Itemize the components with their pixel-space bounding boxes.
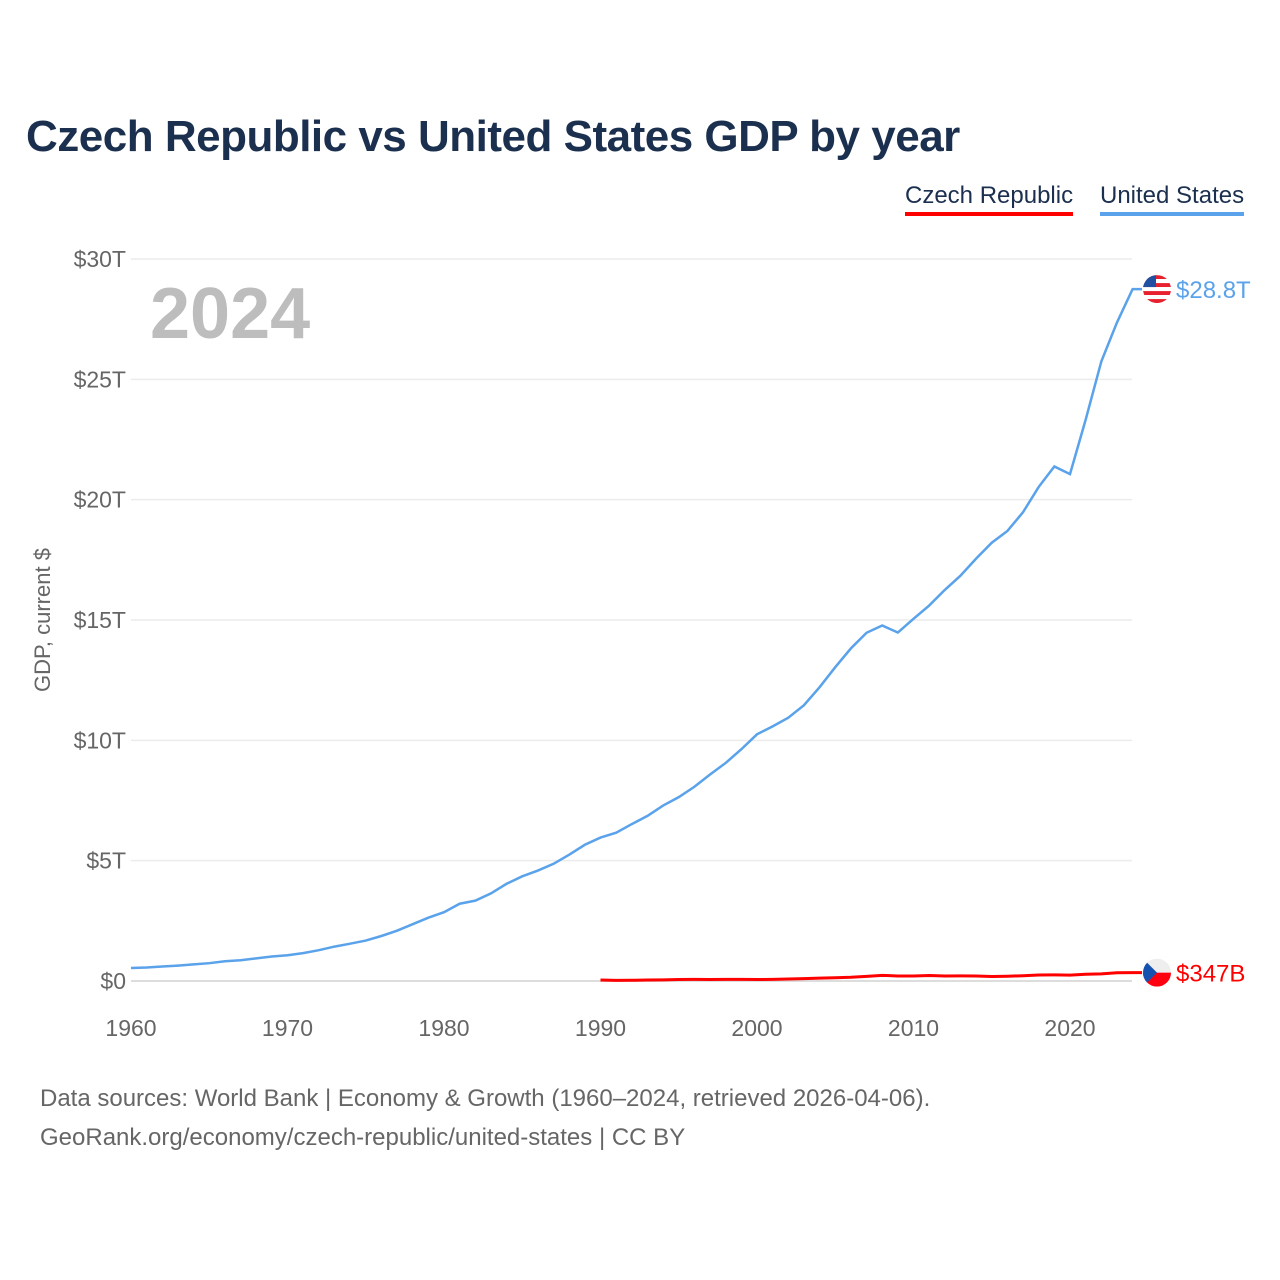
legend-united-states[interactable]: United States [1100,182,1245,216]
x-tick-label: 2020 [1044,1015,1095,1041]
x-tick-label: 1960 [105,1015,156,1041]
us-flag-icon [1143,275,1171,304]
footer-url[interactable]: GeoRank.org/economy/czech-republic/unite… [40,1124,686,1151]
year-watermark: 2024 [150,274,310,354]
series-line-united-states[interactable] [130,287,1142,970]
y-tick-label: $10T [74,727,126,753]
x-tick-label: 2000 [731,1015,782,1041]
y-axis-label: GDP, current $ [30,548,55,692]
chart-title: Czech Republic vs United States GDP by y… [26,112,960,161]
x-tick-label: 1990 [575,1015,626,1041]
y-tick-label: $25T [74,366,126,392]
x-tick-label: 2010 [888,1015,939,1041]
footer-source: Data sources: World Bank | Economy & Gro… [40,1085,931,1112]
y-tick-label: $0 [100,968,126,994]
y-tick-label: $20T [74,487,126,513]
legend-czech-republic[interactable]: Czech Republic [905,182,1074,216]
x-tick-label: 1970 [262,1015,313,1041]
y-tick-label: $5T [86,848,126,874]
y-tick-label: $15T [74,607,126,633]
czech-flag-icon [1143,958,1171,987]
end-value-label: $347B [1176,961,1245,988]
series-line-czech-republic[interactable] [600,971,1143,982]
y-tick-label: $30T [74,246,126,272]
x-tick-label: 1980 [418,1015,469,1041]
end-value-label: $28.8T [1176,277,1251,304]
